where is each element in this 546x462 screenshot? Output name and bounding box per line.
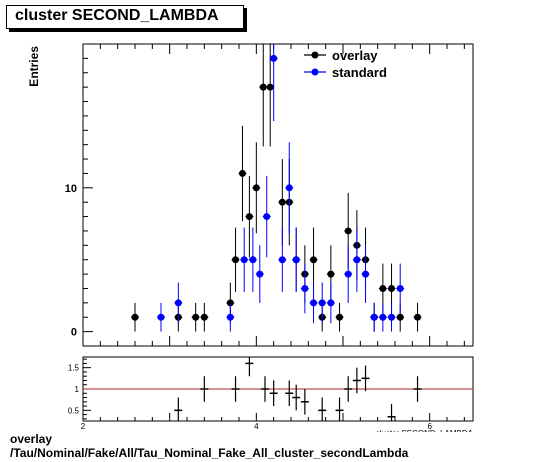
- footer-line-2: /Tau/Nominal/Fake/All/Tau_Nominal_Fake_A…: [10, 446, 409, 460]
- data-point: [344, 270, 352, 278]
- data-point: [226, 313, 234, 321]
- data-point: [278, 198, 286, 206]
- data-point: [318, 299, 326, 307]
- ratio-x-tick-label: 2: [81, 422, 86, 431]
- data-point: [388, 284, 396, 292]
- data-point: [270, 54, 278, 62]
- data-point: [266, 83, 274, 91]
- data-point: [292, 256, 300, 264]
- data-point: [157, 313, 165, 321]
- chart-title-box: cluster SECOND_LAMBDA: [6, 5, 244, 29]
- footer-line-1: overlay: [10, 432, 53, 446]
- data-point: [249, 256, 257, 264]
- ratio-y-tick-label: 0.5: [68, 406, 80, 415]
- data-point: [379, 313, 387, 321]
- data-point: [310, 256, 318, 264]
- x-axis-label: cluster SECOND_LAMBDA: [376, 429, 474, 432]
- data-point: [388, 313, 396, 321]
- chart-title: cluster SECOND_LAMBDA: [15, 7, 219, 24]
- y-axis-label: Entries: [27, 46, 41, 87]
- data-point: [362, 270, 370, 278]
- data-point: [252, 184, 260, 192]
- data-point: [240, 256, 248, 264]
- data-point: [174, 299, 182, 307]
- main-plot-frame: 0 10 Entries: [27, 43, 474, 347]
- main-axes-frame: [82, 43, 474, 347]
- main-y-tick-label: 0: [71, 327, 77, 339]
- ratio-x-tick-label: 6: [427, 422, 432, 431]
- data-point: [278, 256, 286, 264]
- ratio-y-tick-label: 1: [75, 385, 80, 394]
- data-point: [344, 227, 352, 235]
- main-y-tick-label: 10: [65, 183, 77, 195]
- legend: overlay standard: [304, 48, 387, 80]
- data-point: [192, 313, 200, 321]
- ratio-y-tick-label: 1.5: [68, 364, 80, 373]
- legend-marker: [311, 51, 319, 59]
- legend-marker: [311, 68, 319, 76]
- data-point: [353, 256, 361, 264]
- data-point: [263, 213, 271, 221]
- data-point: [396, 284, 404, 292]
- data-point: [379, 284, 387, 292]
- data-point: [238, 169, 246, 177]
- legend-entry: overlay: [332, 48, 378, 63]
- data-point: [200, 313, 208, 321]
- data-point: [256, 270, 264, 278]
- data-point: [285, 184, 293, 192]
- chart-canvas: 0 10 Entries overlay standard 2 4 6 0.5 1 1.5 clu…: [27, 43, 474, 432]
- data-point: [301, 284, 309, 292]
- ratio-plot-marks: [174, 357, 422, 421]
- series-standard: [157, 44, 405, 332]
- data-point: [131, 313, 139, 321]
- ratio-plot-frame: 2 4 6 0.5 1 1.5 cluster SECOND_LAMBDA: [68, 356, 474, 432]
- data-point: [370, 313, 378, 321]
- footer-caption: overlay /Tau/Nominal/Fake/All/Tau_Nomina…: [10, 432, 408, 460]
- main-plot-marks: [131, 44, 422, 332]
- data-point: [232, 256, 240, 264]
- data-point: [396, 313, 404, 321]
- data-point: [327, 299, 335, 307]
- data-point: [414, 313, 422, 321]
- ratio-x-tick-label: 4: [254, 422, 259, 431]
- data-point: [259, 83, 267, 91]
- series-overlay: [131, 44, 422, 332]
- data-point: [310, 299, 318, 307]
- data-point: [327, 270, 335, 278]
- legend-entry: standard: [332, 65, 387, 80]
- data-point: [245, 213, 253, 221]
- data-point: [336, 313, 344, 321]
